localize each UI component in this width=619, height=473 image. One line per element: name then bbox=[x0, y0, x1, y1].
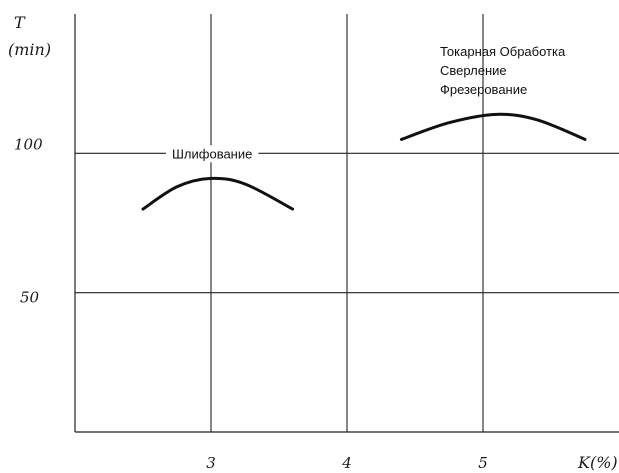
y-tick-label: 100 bbox=[14, 135, 43, 153]
x-tick-label: 3 bbox=[206, 454, 216, 472]
annotation-background bbox=[166, 145, 259, 163]
curve-annotation-line: Токарная Обработка bbox=[440, 44, 566, 59]
grinding-curve bbox=[141, 176, 295, 211]
grid bbox=[74, 14, 619, 433]
turning-drilling-milling-curve bbox=[399, 112, 587, 141]
curves bbox=[141, 112, 587, 211]
labels: T (min) K(%) 3 4 5 100 50 Шлифование Ток… bbox=[8, 13, 618, 472]
y-axis-label-symbol: T bbox=[14, 13, 26, 32]
x-tick-label: 5 bbox=[478, 454, 488, 472]
y-tick-label: 50 bbox=[20, 289, 40, 307]
x-tick-label: 4 bbox=[341, 454, 352, 472]
x-axis-label: K(%) bbox=[577, 453, 618, 472]
curve-annotation-line: Сверление bbox=[440, 63, 507, 78]
y-axis-label-unit: (min) bbox=[8, 40, 51, 59]
curve-annotation-grinding: Шлифование bbox=[172, 146, 252, 161]
curve-annotation-line: Фрезерование bbox=[440, 82, 527, 97]
